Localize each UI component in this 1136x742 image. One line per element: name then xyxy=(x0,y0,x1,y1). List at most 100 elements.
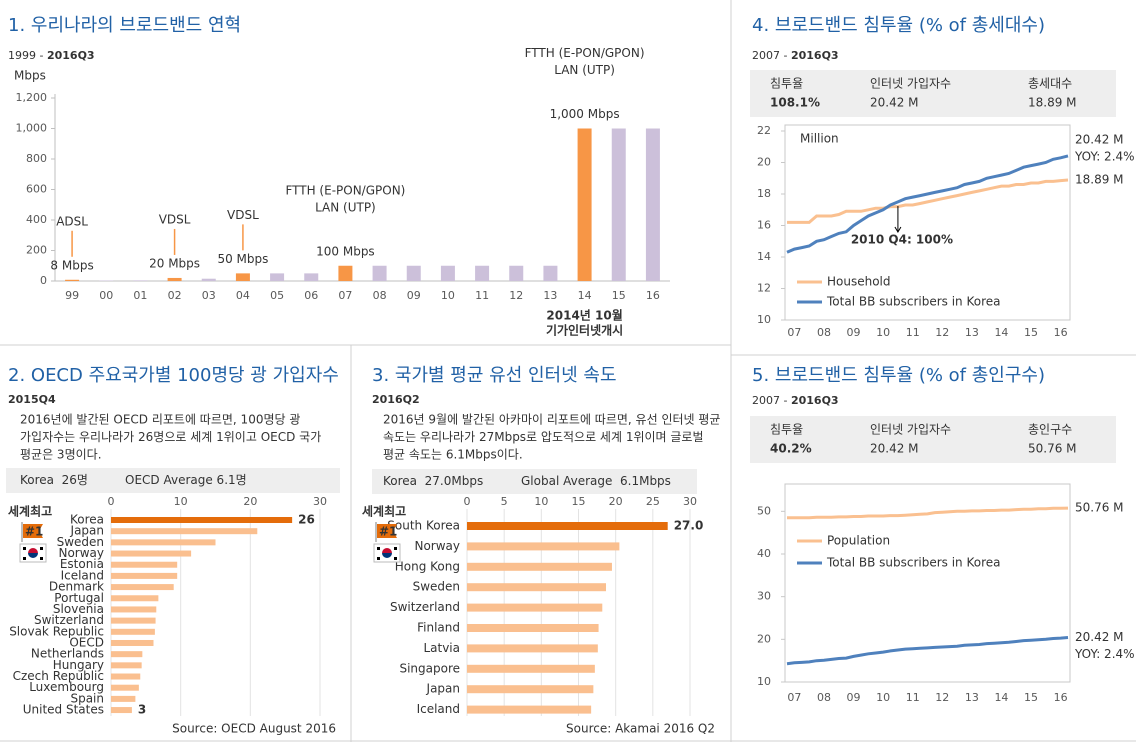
bar xyxy=(111,639,154,646)
category-label: Spain xyxy=(70,691,104,705)
category-label: Iceland xyxy=(61,568,104,582)
legend-label: Population xyxy=(827,534,890,548)
bar xyxy=(467,542,620,551)
category-label: Portugal xyxy=(54,591,104,605)
bar xyxy=(111,539,216,546)
stats-value: 40.2% xyxy=(770,442,812,456)
stats-box xyxy=(750,416,1116,463)
unit-label: Mbps xyxy=(14,69,46,83)
korea-flag-trigram xyxy=(40,557,43,560)
tech-label: VDSL xyxy=(159,212,191,226)
x-tick-label: 20 xyxy=(243,495,257,508)
subtitle-part: 2016Q3 xyxy=(791,49,839,62)
badge: #1 xyxy=(379,525,397,539)
subtitle: 2015Q4 xyxy=(8,393,56,406)
bar xyxy=(167,277,182,281)
end-label: 50.76 M xyxy=(1075,501,1124,515)
bar xyxy=(467,562,612,571)
subtitle: 2007 - 2016Q3 xyxy=(752,49,839,62)
x-tick-label: 10 xyxy=(534,495,548,508)
y-tick-label: 10 xyxy=(757,313,771,326)
x-tick-label: 16 xyxy=(1054,326,1068,339)
bar xyxy=(475,265,490,281)
tech-label: LAN (UTP) xyxy=(315,200,376,214)
value-label: 8 Mbps xyxy=(50,258,93,272)
x-tick-label: 12 xyxy=(935,326,949,339)
subtitle-part: 2016Q2 xyxy=(372,393,420,406)
x-tick-label: 10 xyxy=(174,495,188,508)
bar xyxy=(467,603,603,612)
value-label: 27.0 xyxy=(674,519,704,533)
x-tick-label: 11 xyxy=(475,289,489,302)
bar xyxy=(338,265,353,281)
korea-flag-red xyxy=(28,548,38,553)
chart-title: 3. 국가별 평균 유선 인터넷 속도 xyxy=(372,365,617,386)
stats-header: 침투율 xyxy=(770,423,803,437)
x-tick-label: 09 xyxy=(847,691,861,704)
bar xyxy=(111,550,192,557)
subtitle-part: 2007 - xyxy=(752,394,791,407)
subtitle-part: 2015Q4 xyxy=(8,393,56,406)
x-tick-label: 08 xyxy=(817,691,831,704)
category-label: Hong Kong xyxy=(395,559,460,573)
description: 2016년에 발간된 OECD 리포트에 따르면, 100명당 광 xyxy=(20,413,300,427)
category-label: Luxembourg xyxy=(29,680,104,694)
x-tick-label: 09 xyxy=(407,289,421,302)
korea-flag-trigram xyxy=(377,557,380,560)
x-tick-label: 06 xyxy=(304,289,318,302)
x-tick-label: 0 xyxy=(464,495,471,508)
category-label: OECD xyxy=(69,635,104,649)
korea-flag-trigram xyxy=(394,547,397,550)
x-tick-label: 12 xyxy=(509,289,523,302)
x-tick-label: 15 xyxy=(612,289,626,302)
category-label: Switzerland xyxy=(390,600,460,614)
x-tick-label: 13 xyxy=(965,326,979,339)
summary: Korea 26명 xyxy=(20,473,88,487)
korea-flag-red xyxy=(382,548,392,553)
bar xyxy=(111,595,159,602)
x-tick-label: 0 xyxy=(108,495,115,508)
tech-label: FTTH (E-PON/GPON) xyxy=(285,183,405,197)
x-tick-label: 01 xyxy=(133,289,147,302)
subtitle-part: 2007 - xyxy=(752,49,791,62)
bar xyxy=(467,644,598,653)
x-tick-label: 16 xyxy=(646,289,660,302)
summary-box xyxy=(6,468,340,493)
legend-label: Total BB subscribers in Korea xyxy=(826,556,1000,570)
subtitle-part: 1999 - xyxy=(8,49,47,62)
y-tick-label: 20 xyxy=(757,632,771,645)
y-tick-label: 1,200 xyxy=(16,91,48,104)
category-label: Korea xyxy=(70,513,104,527)
subtitle-part: 2016Q3 xyxy=(791,394,839,407)
x-tick-label: 15 xyxy=(1024,326,1038,339)
x-tick-label: 11 xyxy=(906,691,920,704)
bar xyxy=(467,624,599,632)
bar xyxy=(372,265,387,281)
x-tick-label: 15 xyxy=(572,495,586,508)
stats-box xyxy=(750,70,1116,117)
bar xyxy=(577,128,592,281)
category-label: Japan xyxy=(70,524,104,538)
stats-value: 20.42 M xyxy=(870,96,919,110)
annotation-arrowhead xyxy=(894,226,902,233)
x-tick-label: 15 xyxy=(1024,691,1038,704)
category-label: United States xyxy=(23,703,104,717)
category-label: Estonia xyxy=(60,557,104,571)
legend-label: Household xyxy=(827,275,891,289)
bar xyxy=(509,265,524,281)
bar xyxy=(270,273,285,281)
x-tick-label: 04 xyxy=(236,289,250,302)
x-tick-label: 5 xyxy=(501,495,508,508)
stats-value: 18.89 M xyxy=(1028,96,1077,110)
category-label: Iceland xyxy=(417,702,460,716)
category-label: Netherlands xyxy=(31,647,104,661)
summary: Korea 27.0Mbps xyxy=(383,474,483,488)
x-tick-label: 00 xyxy=(99,289,113,302)
subtitle: 2016Q2 xyxy=(372,393,420,406)
badge: #1 xyxy=(25,525,43,539)
description: 2016년 9월에 발간된 아카마이 리포트에 따르면, 유선 인터넷 평균 xyxy=(383,413,720,427)
tech-label: FTTH (E-PON/GPON) xyxy=(525,46,645,60)
plot-frame xyxy=(784,483,1071,683)
x-tick-label: 03 xyxy=(202,289,216,302)
source: Source: Akamai 2016 Q2 xyxy=(566,722,715,736)
